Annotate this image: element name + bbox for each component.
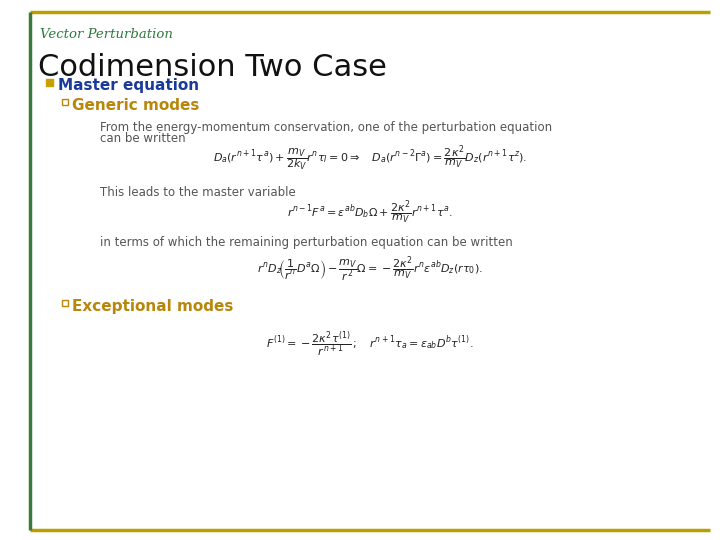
Text: Master equation: Master equation bbox=[58, 78, 199, 93]
Text: $D_a(r^{n+1}\tau^a) + \dfrac{m_V}{2k_V}r^n\tau_I = 0 \Rightarrow \quad D_a(r^{n-: $D_a(r^{n+1}\tau^a) + \dfrac{m_V}{2k_V}r… bbox=[213, 143, 527, 173]
Bar bbox=[62, 300, 68, 306]
Text: $F^{(1)} = -\dfrac{2\kappa^2\tau^{(1)}}{r^{n+1}}\,; \quad r^{n+1}\tau_a = \epsil: $F^{(1)} = -\dfrac{2\kappa^2\tau^{(1)}}{… bbox=[266, 329, 474, 359]
Bar bbox=[62, 99, 68, 105]
Text: This leads to the master variable: This leads to the master variable bbox=[100, 186, 296, 199]
Text: Generic modes: Generic modes bbox=[72, 98, 199, 113]
Text: Vector Perturbation: Vector Perturbation bbox=[40, 28, 173, 41]
Bar bbox=[46, 79, 53, 86]
Text: $r^n D_z\!\left(\dfrac{1}{r^n}D^a\Omega\right) - \dfrac{m_V}{r^2}\Omega = -\dfra: $r^n D_z\!\left(\dfrac{1}{r^n}D^a\Omega\… bbox=[257, 254, 483, 284]
Text: $r^{n-1}F^a = \epsilon^{ab}D_b\Omega + \dfrac{2\kappa^2}{m_V}r^{n+1}\tau^a.$: $r^{n-1}F^a = \epsilon^{ab}D_b\Omega + \… bbox=[287, 198, 453, 226]
Text: can be written: can be written bbox=[100, 132, 186, 145]
Text: From the energy-momentum conservation, one of the perturbation equation: From the energy-momentum conservation, o… bbox=[100, 121, 552, 134]
Text: in terms of which the remaining perturbation equation can be written: in terms of which the remaining perturba… bbox=[100, 236, 513, 249]
Text: Exceptional modes: Exceptional modes bbox=[72, 299, 233, 314]
Text: Codimension Two Case: Codimension Two Case bbox=[38, 53, 387, 82]
